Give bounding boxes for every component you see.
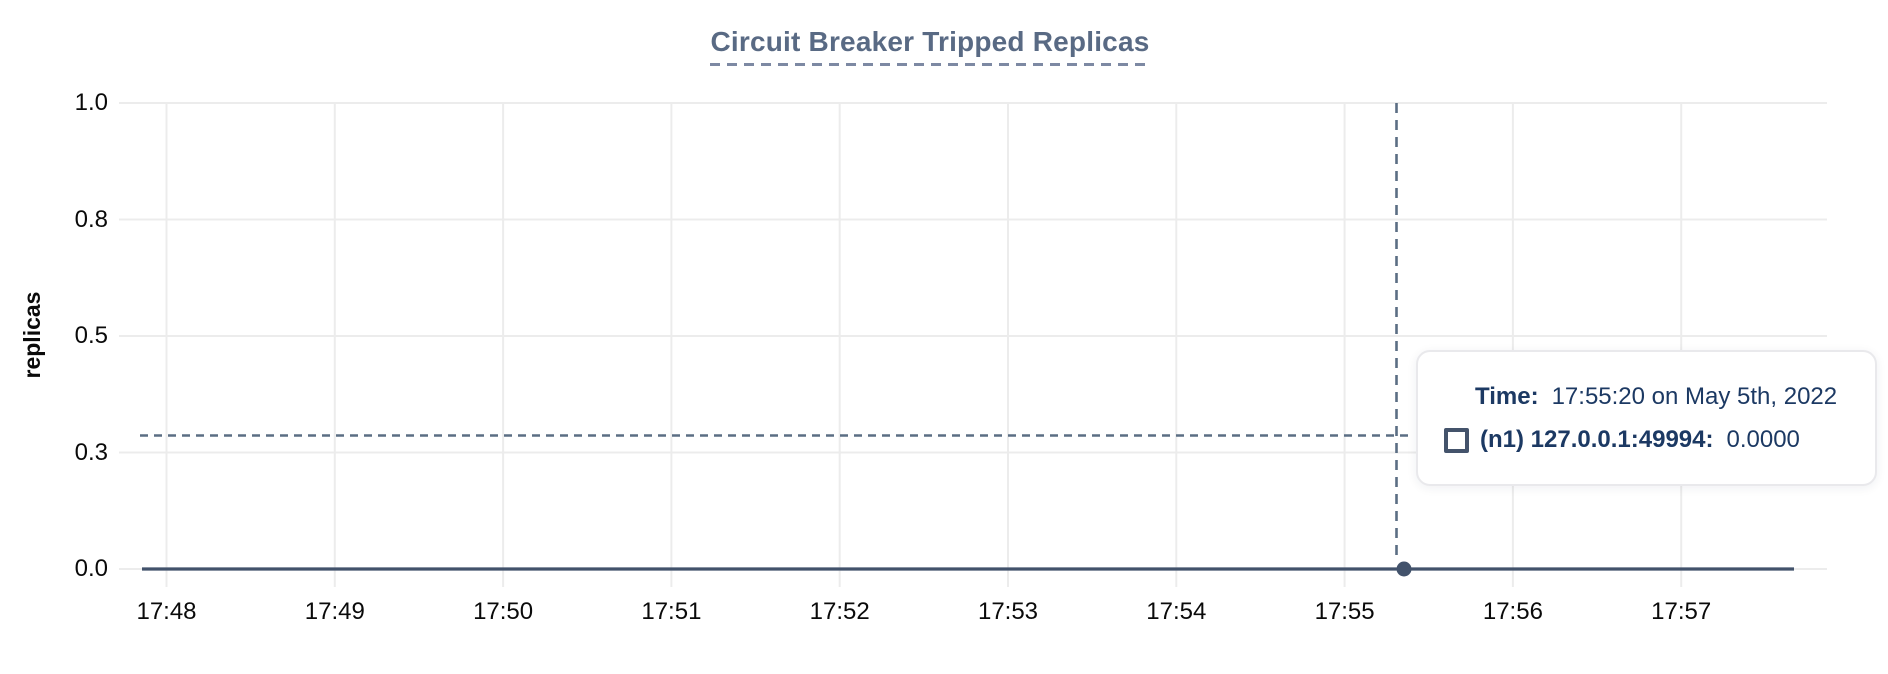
y-tick-label: 0.5	[74, 322, 108, 349]
title-underline	[710, 63, 1150, 66]
y-tick-label: 0.0	[74, 555, 108, 582]
tooltip: Time: 17:55:20 on May 5th, 2022 (n1) 127.…	[1416, 350, 1877, 486]
x-tick-label: 17:55	[1314, 598, 1375, 625]
tooltip-time-label: Time:	[1475, 383, 1539, 410]
x-tick-label: 17:57	[1651, 598, 1712, 625]
x-tick-label: 17:52	[809, 598, 870, 625]
y-tick-label: 0.8	[74, 205, 108, 233]
chart-title-wrap: Circuit Breaker Tripped Replicas	[0, 26, 1860, 66]
data-point-dot	[1396, 561, 1412, 577]
tooltip-series-value: 0.0000	[1726, 426, 1800, 453]
tooltip-time-value: 17:55:20 on May 5th, 2022	[1551, 383, 1838, 410]
x-tick-label: 17:50	[473, 598, 534, 625]
square-outline-icon	[1444, 427, 1469, 453]
tooltip-time-row: Time: 17:55:20 on May 5th, 2022	[1475, 383, 1875, 411]
x-tick-label: 17:53	[977, 598, 1039, 625]
x-tick-label: 17:51	[641, 598, 702, 625]
tooltip-series-label: (n1) 127.0.0.1:49994:	[1480, 426, 1714, 453]
tooltip-series-row: (n1) 127.0.0.1:49994: 0.0000	[1444, 426, 1875, 454]
x-tick-label: 17:54	[1146, 598, 1207, 625]
chart-title-text: Circuit Breaker Tripped Replicas	[710, 26, 1150, 57]
x-tick-label: 17:49	[304, 598, 365, 625]
x-tick-label: 17:48	[136, 598, 197, 625]
chart-title: Circuit Breaker Tripped Replicas	[710, 26, 1150, 66]
y-tick-label: 1.0	[74, 89, 108, 116]
x-tick-label: 17:56	[1482, 598, 1543, 625]
y-tick-label: 0.3	[74, 438, 108, 466]
